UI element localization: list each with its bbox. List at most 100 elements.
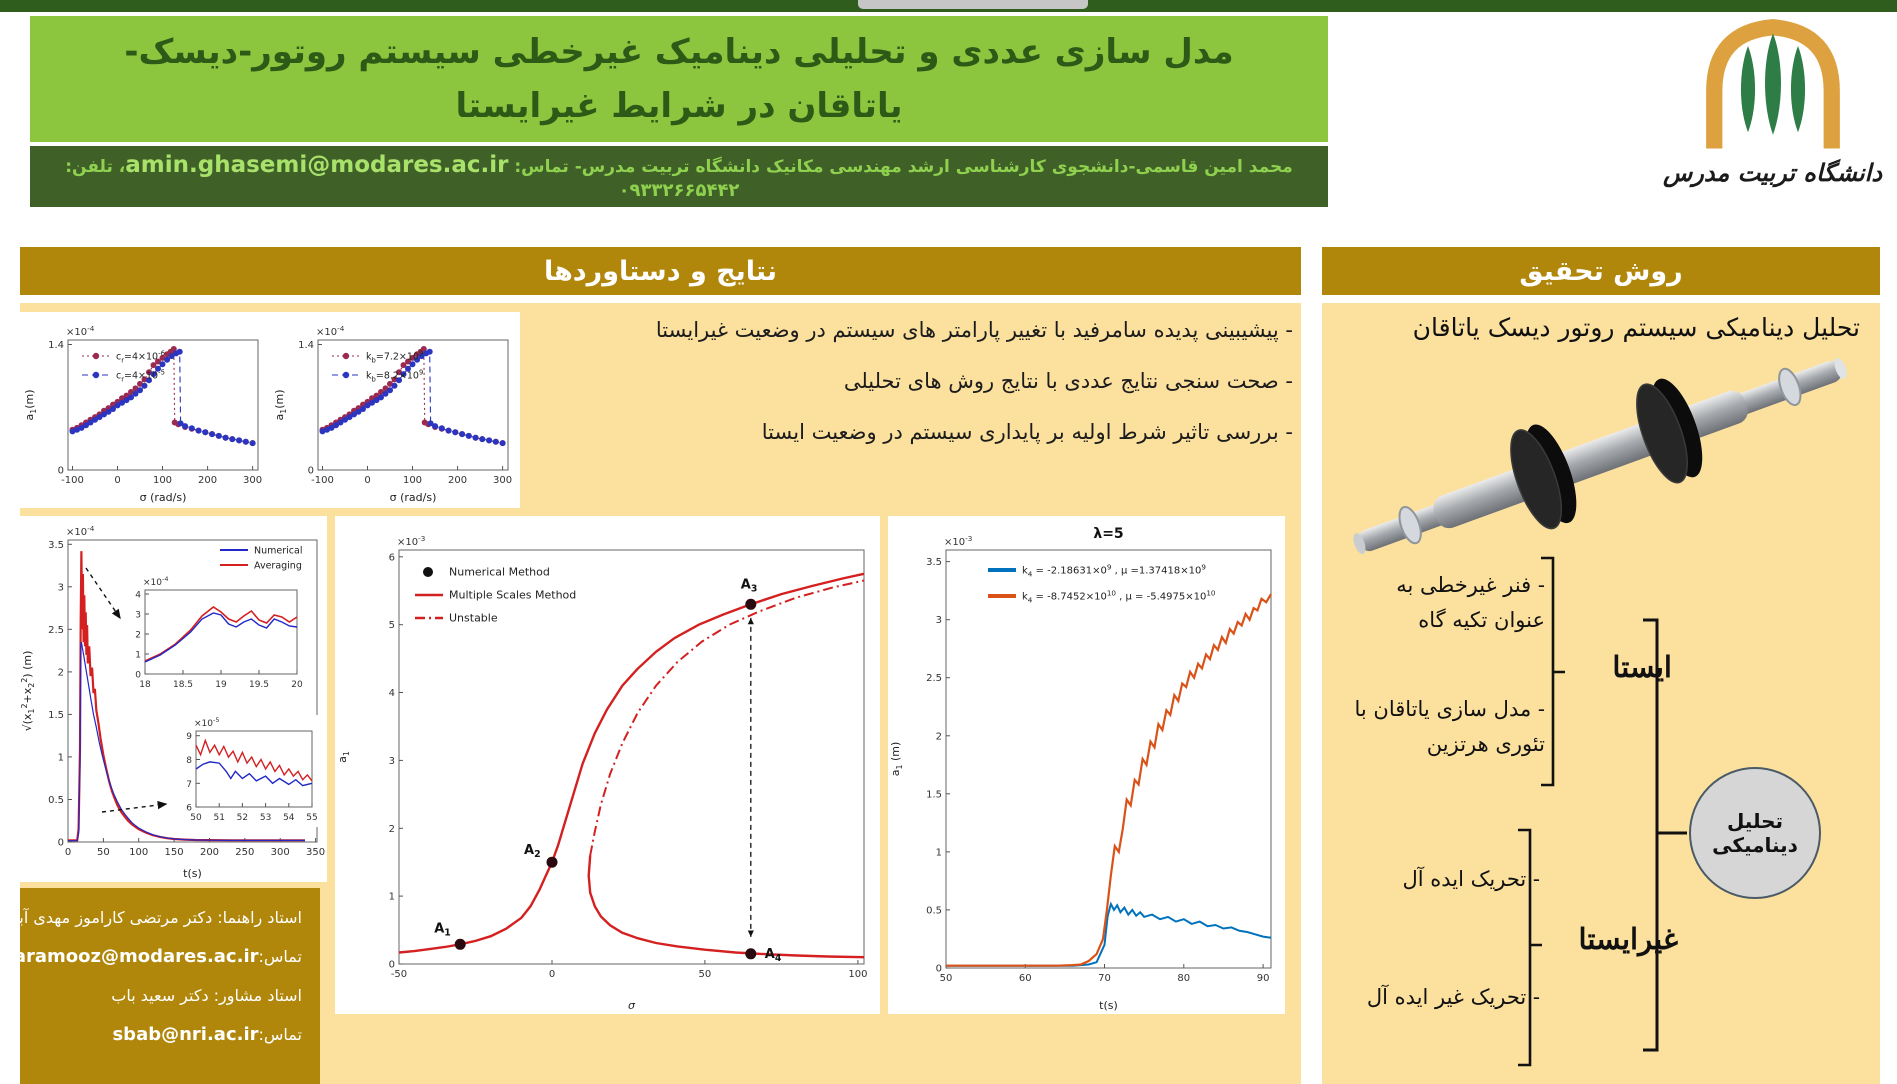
author-banner: محمد امین قاسمی-دانشجوی کارشناسی ارشد مه… — [30, 146, 1328, 207]
logo-arch-icon — [1705, 19, 1840, 149]
svg-text:k4​ = -8.7452×1010​ , μ = -5.4: k4​ = -8.7452×1010​ , μ = -5.4975×1010​ — [1022, 589, 1216, 605]
svg-text:18.5: 18.5 — [173, 680, 193, 690]
svg-text:300: 300 — [243, 475, 262, 486]
circle-line-2: دینامیکی — [1712, 833, 1798, 857]
method-section-title: روش تحقیق — [1519, 255, 1683, 287]
dynamic-analysis-circle: تحلیل دینامیکی — [1689, 767, 1821, 899]
svg-text:×10-4​: ×10-4​ — [143, 575, 168, 588]
svg-text:0: 0 — [364, 475, 370, 486]
university-logo: دانشگاه تربیت مدرس — [1655, 10, 1890, 240]
svg-text:0.5: 0.5 — [926, 905, 942, 916]
top-gray-pill — [858, 0, 1088, 9]
results-section-bar: نتایج و دستاوردها — [20, 247, 1301, 295]
phone-label: ، تلفن: — [65, 157, 126, 177]
svg-text:50: 50 — [699, 969, 712, 980]
time-inset-early: 18 18.5 19 19.5 20 0 1 2 3 4×10-4​ — [115, 572, 305, 694]
svg-text:70: 70 — [1098, 973, 1111, 984]
results-bullet-2: - صحت سنجی نتایج عددی با نتایج روش های ت… — [843, 369, 1293, 393]
title-banner: مدل سازی عددی و تحلیلی دینامیک غیرخطی سی… — [30, 16, 1328, 142]
nonstatic-label: غیرایستا — [1578, 922, 1678, 956]
svg-text:3: 3 — [389, 756, 395, 767]
svg-text:a1​(m): a1​(m) — [23, 389, 38, 420]
svg-text:18: 18 — [139, 680, 151, 690]
svg-text:0.5: 0.5 — [48, 795, 64, 806]
svg-text:0: 0 — [308, 466, 314, 477]
contact-label: تماس: — [258, 947, 303, 966]
svg-text:1.5: 1.5 — [48, 710, 64, 721]
svg-text:300: 300 — [493, 475, 512, 486]
svg-text:t(s): t(s) — [183, 867, 202, 880]
svg-text:51: 51 — [213, 813, 224, 823]
svg-text:60: 60 — [1019, 973, 1032, 984]
svg-text:200: 200 — [448, 475, 467, 486]
svg-text:100: 100 — [403, 475, 422, 486]
svg-text:λ=5: λ=5 — [1093, 526, 1123, 542]
svg-text:3: 3 — [135, 611, 141, 621]
svg-text:-50: -50 — [391, 969, 407, 980]
svg-text:k4​ = -2.18631×09​ , μ =1.3741: k4​ = -2.18631×09​ , μ =1.37418×109​ — [1022, 563, 1206, 579]
svg-text:Unstable: Unstable — [449, 612, 498, 625]
svg-text:1.4: 1.4 — [298, 340, 314, 351]
svg-text:54: 54 — [283, 813, 295, 823]
svg-text:6: 6 — [186, 804, 192, 814]
svg-text:σ: σ — [628, 999, 636, 1012]
svg-text:t(s): t(s) — [1099, 999, 1118, 1012]
svg-text:4: 4 — [135, 591, 141, 601]
svg-text:1: 1 — [389, 892, 395, 903]
rotor-3d-image — [1353, 357, 1847, 555]
svg-text:55: 55 — [306, 813, 317, 823]
contact-label-2: تماس: — [258, 1025, 303, 1044]
svg-text:4: 4 — [389, 688, 395, 699]
svg-text:300: 300 — [271, 847, 290, 858]
time-response-chart: 0 50 100 150 200 250 300 350 0 0.5 1 1.5 2 2.5 3 3.5 ×10… — [20, 516, 327, 882]
svg-text:a1​: a1​ — [336, 751, 351, 763]
svg-text:20: 20 — [291, 680, 303, 690]
svg-text:50: 50 — [190, 813, 202, 823]
svg-text:σ (rad/s): σ (rad/s) — [390, 491, 437, 504]
svg-text:3.5: 3.5 — [926, 557, 942, 568]
author-text: محمد امین قاسمی-دانشجوی کارشناسی ارشد مه… — [508, 157, 1293, 177]
svg-text:100: 100 — [129, 847, 148, 858]
svg-text:80: 80 — [1177, 973, 1190, 984]
results-bullet-3: - بررسی تاثیر شرط اولیه بر پایداری سیستم… — [761, 420, 1293, 444]
advisor-contact-line: تماس:sbab@nri.ac.ir — [38, 1024, 302, 1045]
static-item-spring: - فنر غیرخطی به عنوان تکیه گاه — [1396, 573, 1545, 632]
svg-text:×10-4​: ×10-4​ — [66, 524, 95, 538]
lambda5-chart: 50 60 70 80 90 0 0.5 1 1.5 2 2.5 3 3.5×10-3​ λ=5 t(s) a… — [888, 516, 1285, 1014]
svg-text:19.5: 19.5 — [249, 680, 269, 690]
svg-text:8: 8 — [186, 756, 192, 766]
author-email: amin.ghasemi@modares.ac.ir — [125, 152, 509, 178]
svg-text:0: 0 — [389, 960, 395, 971]
svg-text:kb​=8.2×109​: kb​=8.2×109​ — [366, 369, 423, 384]
svg-text:2: 2 — [389, 824, 395, 835]
svg-text:52: 52 — [237, 813, 248, 823]
svg-text:1.5: 1.5 — [926, 789, 942, 800]
svg-text:5: 5 — [389, 620, 395, 631]
circle-line-1: تحلیل — [1726, 809, 1784, 833]
svg-text:100: 100 — [848, 969, 867, 980]
svg-text:3: 3 — [58, 582, 64, 593]
static-label: ایستا — [1612, 650, 1672, 684]
svg-text:Numerical: Numerical — [254, 546, 302, 557]
svg-text:-100: -100 — [61, 475, 84, 486]
svg-text:0: 0 — [58, 466, 64, 477]
advisor-email: sbab@nri.ac.ir — [112, 1024, 259, 1045]
svg-text:0: 0 — [65, 847, 71, 858]
svg-text:9: 9 — [186, 732, 192, 742]
results-bullets: - پیشیبینی پدیده سامرفید با تغییر پارامت… — [545, 318, 1293, 471]
svg-text:3: 3 — [936, 615, 942, 626]
nonstatic-item-nonideal: - تحریک غیر ایده آل — [1366, 985, 1540, 1009]
advisors-box: استاد راهنما: دکتر مرتضی کاراموز مهدی آب… — [0, 888, 320, 1084]
svg-text:cr​=4×10-6​: cr​=4×10-6​ — [116, 350, 165, 365]
svg-text:×10-3​: ×10-3​ — [944, 534, 972, 548]
supervisor-line: استاد راهنما: دکتر مرتضی کاراموز مهدی آب… — [0, 908, 302, 927]
method-diagram-title: تحلیل دینامیکی سیستم روتور دیسک یاتاقان — [1412, 313, 1860, 342]
svg-text:2.5: 2.5 — [48, 625, 64, 636]
svg-text:a1​ (m): a1​ (m) — [889, 742, 904, 777]
svg-text:1: 1 — [936, 847, 942, 858]
svg-text:√(x1​2​+x2​2​) (m): √(x1​2​+x2​2​) (m) — [20, 651, 36, 732]
method-section-bar: روش تحقیق — [1322, 247, 1880, 295]
